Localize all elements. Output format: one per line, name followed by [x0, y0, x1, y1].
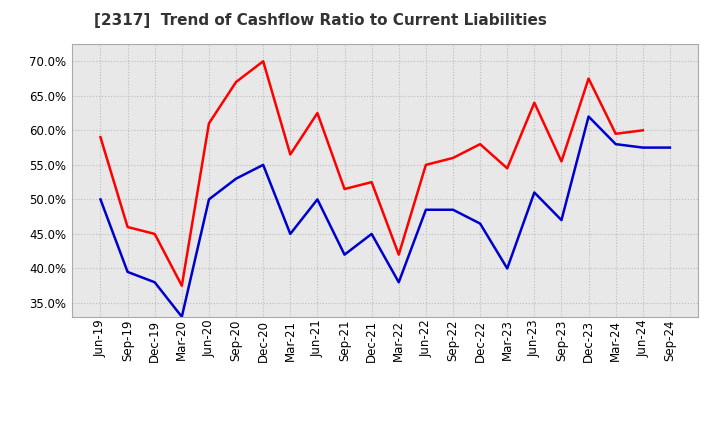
Operating CF to Current Liabilities: [395, 252, 403, 257]
Free CF to Current Liabilities: [286, 231, 294, 237]
Free CF to Current Liabilities: [259, 162, 268, 168]
Free CF to Current Liabilities: [395, 280, 403, 285]
Free CF to Current Liabilities: [611, 142, 620, 147]
Operating CF to Current Liabilities: [150, 231, 159, 237]
Operating CF to Current Liabilities: [449, 155, 457, 161]
Operating CF to Current Liabilities: [341, 187, 349, 192]
Operating CF to Current Liabilities: [639, 128, 647, 133]
Legend: Operating CF to Current Liabilities, Free CF to Current Liabilities: Operating CF to Current Liabilities, Fre…: [135, 438, 636, 440]
Free CF to Current Liabilities: [476, 221, 485, 226]
Operating CF to Current Liabilities: [584, 76, 593, 81]
Operating CF to Current Liabilities: [611, 131, 620, 136]
Free CF to Current Liabilities: [584, 114, 593, 119]
Operating CF to Current Liabilities: [178, 283, 186, 288]
Free CF to Current Liabilities: [150, 280, 159, 285]
Line: Operating CF to Current Liabilities: Operating CF to Current Liabilities: [101, 61, 643, 286]
Free CF to Current Liabilities: [557, 217, 566, 223]
Operating CF to Current Liabilities: [557, 159, 566, 164]
Operating CF to Current Liabilities: [503, 166, 511, 171]
Free CF to Current Liabilities: [639, 145, 647, 150]
Operating CF to Current Liabilities: [421, 162, 430, 168]
Free CF to Current Liabilities: [96, 197, 105, 202]
Operating CF to Current Liabilities: [476, 142, 485, 147]
Free CF to Current Liabilities: [204, 197, 213, 202]
Operating CF to Current Liabilities: [204, 121, 213, 126]
Text: [2317]  Trend of Cashflow Ratio to Current Liabilities: [2317] Trend of Cashflow Ratio to Curren…: [94, 13, 546, 28]
Operating CF to Current Liabilities: [232, 79, 240, 84]
Free CF to Current Liabilities: [367, 231, 376, 237]
Operating CF to Current Liabilities: [367, 180, 376, 185]
Operating CF to Current Liabilities: [123, 224, 132, 230]
Free CF to Current Liabilities: [421, 207, 430, 213]
Operating CF to Current Liabilities: [259, 59, 268, 64]
Operating CF to Current Liabilities: [530, 100, 539, 105]
Free CF to Current Liabilities: [503, 266, 511, 271]
Free CF to Current Liabilities: [341, 252, 349, 257]
Free CF to Current Liabilities: [123, 269, 132, 275]
Operating CF to Current Liabilities: [96, 135, 105, 140]
Free CF to Current Liabilities: [530, 190, 539, 195]
Line: Free CF to Current Liabilities: Free CF to Current Liabilities: [101, 117, 670, 317]
Free CF to Current Liabilities: [232, 176, 240, 181]
Free CF to Current Liabilities: [449, 207, 457, 213]
Free CF to Current Liabilities: [178, 314, 186, 319]
Free CF to Current Liabilities: [313, 197, 322, 202]
Operating CF to Current Liabilities: [313, 110, 322, 116]
Operating CF to Current Liabilities: [286, 152, 294, 157]
Free CF to Current Liabilities: [665, 145, 674, 150]
